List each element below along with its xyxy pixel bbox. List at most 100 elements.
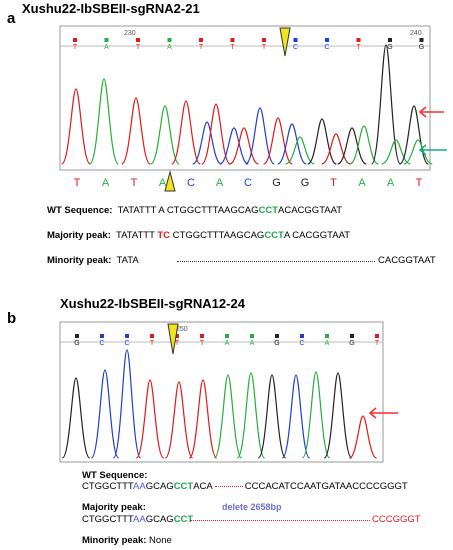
panel-b-peak-11 bbox=[323, 372, 353, 459]
panel-a-peak-3 bbox=[150, 105, 180, 165]
panel-a-top-base-square-0 bbox=[73, 38, 77, 42]
panel-b-top-base-square-8 bbox=[275, 334, 279, 338]
panel-b-top-base-square-3 bbox=[150, 334, 154, 338]
panel-b-wt-pre: CTGGCTTT bbox=[82, 481, 134, 492]
panel-a-wt-pam: CCT bbox=[258, 205, 279, 216]
panel-b-wt-aa: AA bbox=[133, 481, 146, 492]
panel-b-peak-10 bbox=[301, 371, 331, 459]
panel-b-top-base-11: G bbox=[349, 340, 354, 347]
panel-a-top-base-square-1 bbox=[104, 38, 109, 42]
panel-b-tick-250: 250 bbox=[176, 326, 188, 333]
panel-a-peak-4 bbox=[171, 100, 201, 165]
panel-a-bottom-base-2: T bbox=[131, 177, 138, 189]
panel-a-top-base-8: C bbox=[324, 44, 329, 51]
panel-b-red-arrow-icon bbox=[368, 407, 398, 419]
panel-b-top-base-square-7 bbox=[250, 334, 254, 338]
panel-b-minority-label: Minority peak: bbox=[82, 535, 147, 546]
panel-b-peak-3 bbox=[135, 379, 165, 459]
panel-b-top-base-square-2 bbox=[125, 334, 129, 338]
panel-a-bottom-base-8: G bbox=[301, 177, 310, 189]
panel-a-majority-label: Majority peak: bbox=[47, 230, 111, 241]
panel-a-majority-row: Majority peak: TATATTT TC CTGGCTTTAAGCAG… bbox=[47, 230, 350, 241]
panel-b-minority-value: None bbox=[149, 535, 172, 546]
panel-b-peak-7 bbox=[236, 372, 266, 459]
panel-b-top-base-square-4 bbox=[175, 334, 179, 338]
panel-a-top-base-9: T bbox=[356, 44, 361, 51]
panel-b-peak-9 bbox=[281, 374, 311, 459]
panel-a-top-base-square-7 bbox=[293, 38, 298, 42]
panel-b-majority-label-text: Majority peak: bbox=[82, 502, 146, 513]
panel-b-peak-0 bbox=[61, 377, 91, 459]
panel-a-bottom-base-0: T bbox=[74, 177, 81, 189]
panel-b-wt-pam: CCT bbox=[173, 481, 194, 492]
panel-a-peak-8 bbox=[229, 127, 259, 165]
panel-a-top-base-6: T bbox=[262, 44, 267, 51]
panel-b-top-base-10: A bbox=[325, 340, 330, 347]
panel-a-frame bbox=[59, 25, 431, 171]
panel-a-top-base-0: T bbox=[73, 44, 78, 51]
panel-b-top-base-square-11 bbox=[350, 334, 354, 338]
panel-b-majority-pam: CCT bbox=[173, 514, 194, 525]
panel-a-chromatogram: 230 240 T A T A T T T C C T G G T A T A C A C G G T A A T bbox=[59, 25, 447, 192]
panel-a-majority-pam: CCT bbox=[264, 230, 284, 241]
panel-a-top-base-5: T bbox=[230, 44, 235, 51]
panel-a-tick-240: 240 bbox=[410, 30, 422, 37]
panel-a-wt-label: WT Sequence: bbox=[47, 205, 113, 216]
panel-b-top-base-square-9 bbox=[300, 334, 304, 338]
panel-b-top-base-9: C bbox=[299, 340, 304, 347]
panel-b-wt-red-dots bbox=[214, 485, 243, 487]
panel-a-peak-6 bbox=[201, 103, 231, 165]
panel-a-top-base-square-6 bbox=[262, 38, 266, 42]
panel-a-peak-5 bbox=[192, 121, 222, 165]
panel-a-top-base-square-3 bbox=[167, 38, 172, 42]
panel-a-peak-18 bbox=[381, 139, 411, 165]
panel-b-top-base-square-6 bbox=[225, 334, 229, 338]
panel-a-bottom-marker-icon bbox=[164, 170, 176, 192]
panel-b-wt-label: WT Sequence: bbox=[82, 470, 147, 481]
panel-a-peak-15 bbox=[337, 127, 367, 165]
panel-b-top-base-7: A bbox=[250, 340, 255, 347]
panel-a-bottom-base-11: A bbox=[387, 177, 395, 189]
panel-a-minority-post: CACGGTAAT bbox=[378, 255, 436, 266]
panel-a-top-base-square-9 bbox=[356, 38, 361, 42]
panel-a-bottom-base-3: A bbox=[159, 177, 167, 189]
panel-b-peak-6 bbox=[213, 374, 243, 459]
panel-a-top-base-square-4 bbox=[199, 38, 203, 42]
panel-b-majority-label: Majority peak: bbox=[82, 502, 146, 513]
panel-a-majority-pre: TATATTT bbox=[116, 230, 158, 241]
panel-a-green-arrow-icon bbox=[418, 144, 447, 156]
panel-a-wt-post: ACACGGTAAT bbox=[278, 205, 343, 216]
panel-a-top-base-11: G bbox=[419, 44, 424, 51]
panel-b-minority-row: Minority peak: None bbox=[82, 535, 172, 546]
panel-b-title: Xushu22-IbSBEII-sgRNA12-24 bbox=[60, 296, 245, 311]
panel-b-top-base-square-12 bbox=[375, 334, 379, 338]
panel-a-minority-label: Minority peak: bbox=[47, 255, 112, 266]
panel-a-top-base-10: G bbox=[387, 44, 392, 51]
panel-b-marker-icon bbox=[167, 323, 179, 355]
panel-b-wt-row: CTGGCTTTAAGCAGCCTACA CCCACATCCAATGATAACCC… bbox=[82, 481, 422, 492]
panel-a-tick-230: 230 bbox=[124, 30, 136, 37]
panel-a-top-base-4: T bbox=[199, 44, 204, 51]
panel-a-peak-2 bbox=[121, 97, 151, 165]
panel-b-wt-post1: ACA bbox=[193, 481, 213, 492]
panel-a-bottom-base-12: T bbox=[416, 177, 423, 189]
panel-b-frame bbox=[59, 321, 384, 463]
panel-a-top-base-square-2 bbox=[136, 38, 140, 42]
panel-a-letter: a bbox=[7, 10, 16, 27]
panel-a-majority-insertion: TC bbox=[157, 230, 171, 241]
panel-b-peak-12 bbox=[349, 415, 377, 459]
panel-b-top-base-1: C bbox=[99, 340, 104, 347]
panel-b-top-base-12: T bbox=[375, 340, 380, 347]
panel-a-peak-10 bbox=[263, 117, 293, 165]
panel-b-majority-tail: CCCGGGT bbox=[372, 514, 421, 525]
panel-b-chromatogram: 250 G C C T T T A A G C A G T bbox=[59, 321, 398, 463]
panel-a-wt-pre: TATATTT A CTGGCTTTAAGCAG bbox=[117, 205, 259, 216]
panel-b-top-base-4: T bbox=[175, 340, 180, 347]
panel-b-majority-mid: GCAG bbox=[145, 514, 174, 525]
panel-a-top-base-1: A bbox=[104, 44, 109, 51]
panel-b-top-base-6: A bbox=[225, 340, 230, 347]
panel-a-peak-16 bbox=[349, 125, 379, 165]
panel-a-wt-row: WT Sequence: TATATTT A CTGGCTTTAAGCAGCCT… bbox=[47, 205, 342, 216]
panel-a-bottom-base-1: A bbox=[102, 177, 110, 189]
panel-b-wt-label-text: WT Sequence: bbox=[82, 470, 148, 481]
